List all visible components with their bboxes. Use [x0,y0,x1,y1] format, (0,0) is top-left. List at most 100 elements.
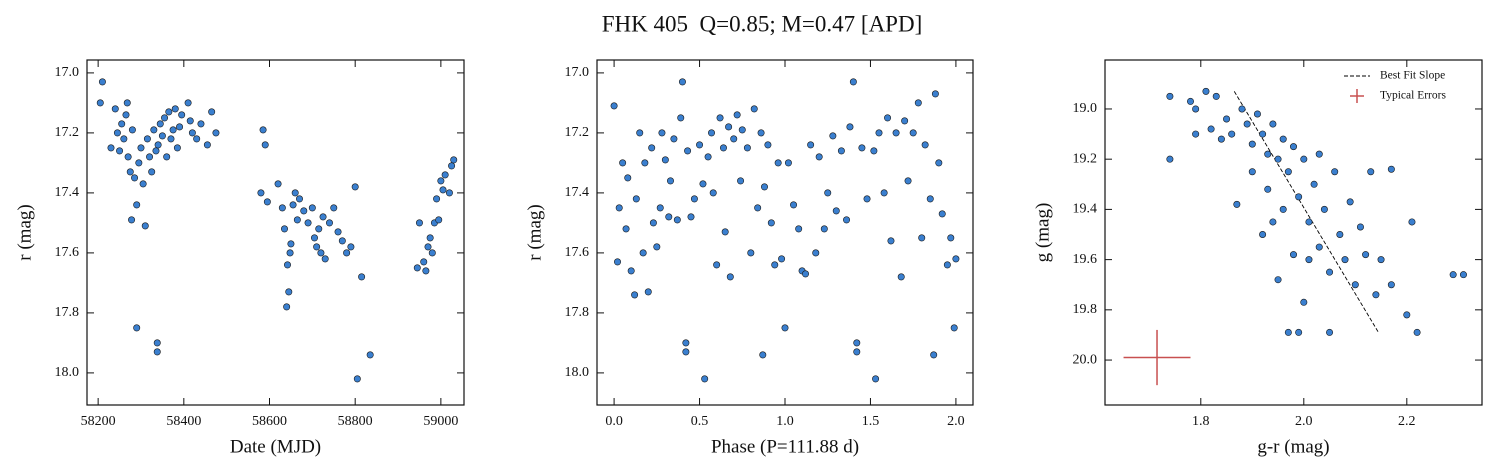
data-point [148,168,156,176]
data-point [725,123,733,131]
data-point [1192,105,1200,113]
data-point [111,105,119,113]
data-point [308,204,316,212]
data-point [632,195,640,203]
data-point [815,153,823,161]
data-point [947,234,955,242]
data-point [188,129,196,137]
data-point [208,108,216,116]
data-point [737,177,745,185]
data-point [131,174,139,182]
y-tick-label: 18.0 [55,365,80,380]
data-point [286,249,294,257]
data-point [1284,328,1292,336]
data-point [624,174,632,182]
data-point [163,153,171,161]
x-axis-label: g-r (mag) [1257,436,1329,457]
data-point [863,195,871,203]
data-point [619,159,627,167]
data-point [1387,281,1395,289]
x-tick-label: 0.5 [691,414,709,429]
data-point [1387,165,1395,173]
data-point [677,114,685,122]
y-axis-label: r (mag) [524,204,545,260]
data-point [1279,135,1287,143]
data-point [696,141,704,149]
data-point [203,141,211,149]
data-point [351,183,359,191]
data-point [1336,231,1344,239]
data-point [684,147,692,155]
data-point [699,180,707,188]
data-point [935,159,943,167]
x-tick-label: 1.5 [862,414,880,429]
data-point [795,225,803,233]
x-tick-label: 0.0 [605,414,623,429]
data-point [1223,115,1231,123]
data-point [128,126,136,134]
y-tick-label: 17.6 [55,245,80,260]
data-point [610,102,618,110]
data-point [263,198,271,206]
data-point [673,216,681,224]
data-point [437,177,445,185]
data-point [128,216,136,224]
data-point [113,129,121,137]
data-point [884,114,892,122]
data-point [1351,281,1359,289]
data-point [304,219,312,227]
data-point [212,129,220,137]
data-point [690,195,698,203]
y-tick-label: 17.4 [55,185,80,200]
x-tick-label: 2.0 [947,414,965,429]
data-point [921,141,929,149]
data-point [784,159,792,167]
x-tick-label: 2.0 [1295,414,1313,429]
data-point [926,195,934,203]
data-point [639,249,647,257]
data-point [280,225,288,233]
data-point [807,141,815,149]
data-point [648,144,656,152]
data-point [184,99,192,107]
data-point [892,129,900,137]
data-point [901,117,909,125]
y-tick-label: 17.4 [565,185,590,200]
data-point [682,339,690,347]
data-point [450,156,458,164]
data-point [709,189,717,197]
data-point [313,243,321,251]
data-point [704,153,712,161]
data-point [310,234,318,242]
data-point [716,114,724,122]
data-point [1269,120,1277,128]
data-point [658,129,666,137]
data-point [123,99,131,107]
data-point [931,90,939,98]
data-point [124,153,132,161]
x-tick-label: 58400 [166,414,201,429]
data-point [880,189,888,197]
data-point [1192,130,1200,138]
data-point [1362,251,1370,259]
data-point [257,189,265,197]
data-point [771,261,779,269]
plot-frame [1104,59,1483,406]
data-point [1248,168,1256,176]
data-point [153,348,161,356]
data-point [1295,193,1303,201]
data-point [1315,243,1323,251]
data-point [161,114,169,122]
data-point [167,135,175,143]
data-point [353,375,361,383]
data-point [738,126,746,134]
data-point [343,249,351,257]
data-point [1166,155,1174,163]
y-tick-label: 17.0 [55,65,80,80]
data-point [321,255,329,263]
data-point [1243,120,1251,128]
data-point [120,135,128,143]
data-point [1356,223,1364,231]
